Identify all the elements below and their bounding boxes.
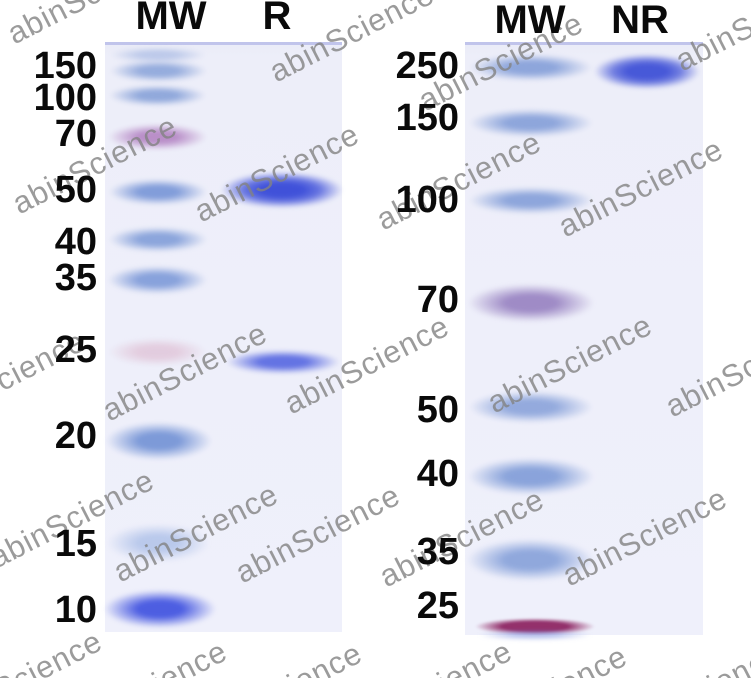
lane-header-r: R bbox=[262, 0, 292, 38]
mw-label-15-left: 15 bbox=[54, 523, 97, 565]
lane-header-mw-left: MW bbox=[135, 0, 207, 38]
ladder-band-250kda-right bbox=[470, 54, 592, 81]
ladder-band-70kda-right bbox=[468, 284, 594, 322]
mw-label-20-left: 20 bbox=[54, 415, 97, 457]
mw-label-70-left: 70 bbox=[54, 113, 97, 155]
sample-band-r-24kda bbox=[226, 350, 340, 374]
right-gel-panel bbox=[465, 42, 703, 635]
ladder-band-150kda-right bbox=[469, 109, 593, 137]
mw-label-50-left: 50 bbox=[54, 169, 97, 211]
left-gel-top-edge bbox=[105, 42, 342, 45]
ladder-band-150kda-left bbox=[110, 60, 207, 82]
mw-label-100-left: 100 bbox=[33, 77, 97, 119]
ladder-band-40kda-right bbox=[468, 458, 594, 495]
ladder-band-40kda-left bbox=[109, 227, 207, 252]
mw-label-70-right: 70 bbox=[416, 279, 459, 321]
mw-label-150-right: 150 bbox=[395, 97, 459, 139]
dye-front-smear-right bbox=[478, 630, 592, 640]
mw-label-25-right: 25 bbox=[416, 585, 459, 627]
ladder-band-250kda-left bbox=[110, 47, 206, 63]
sample-band-nr-250kda bbox=[594, 54, 700, 89]
mw-label-40-right: 40 bbox=[416, 453, 459, 495]
lane-header-nr: NR bbox=[611, 0, 669, 42]
ladder-band-50kda-right bbox=[469, 391, 593, 423]
right-gel-top-edge bbox=[465, 42, 703, 45]
ladder-band-25kda-left bbox=[108, 338, 207, 366]
mw-label-35-right: 35 bbox=[416, 531, 459, 573]
watermark-text: abinScience bbox=[342, 633, 519, 678]
mw-label-50-right: 50 bbox=[416, 389, 459, 431]
ladder-band-35kda-left bbox=[108, 266, 207, 294]
watermark-text: abinScience bbox=[0, 623, 108, 678]
mw-label-40-left: 40 bbox=[54, 221, 97, 263]
mw-label-10-left: 10 bbox=[54, 589, 97, 631]
ladder-band-35kda-right bbox=[467, 539, 594, 581]
mw-label-35-left: 35 bbox=[54, 257, 97, 299]
sample-band-r-50kda bbox=[221, 172, 343, 208]
ladder-band-10kda-left bbox=[104, 590, 216, 628]
mw-label-25-left: 25 bbox=[54, 329, 97, 371]
ladder-band-20kda-left bbox=[106, 422, 212, 460]
ladder-band-15kda-left bbox=[107, 524, 209, 562]
ladder-band-100kda-right bbox=[469, 187, 593, 214]
ladder-band-70kda-left bbox=[108, 124, 207, 150]
mw-label-250-right: 250 bbox=[395, 45, 459, 87]
watermark-text: abinScience bbox=[612, 636, 751, 678]
ladder-band-50kda-left bbox=[109, 179, 207, 205]
mw-label-150-left: 150 bbox=[33, 45, 97, 87]
mw-label-100-right: 100 bbox=[395, 179, 459, 221]
ladder-band-100kda-left bbox=[109, 85, 206, 106]
lane-header-mw-right: MW bbox=[494, 0, 566, 42]
